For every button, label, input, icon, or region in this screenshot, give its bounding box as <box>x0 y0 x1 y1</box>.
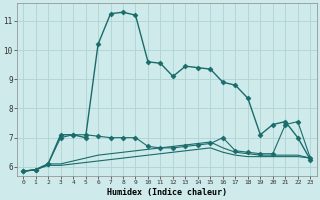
X-axis label: Humidex (Indice chaleur): Humidex (Indice chaleur) <box>107 188 227 197</box>
